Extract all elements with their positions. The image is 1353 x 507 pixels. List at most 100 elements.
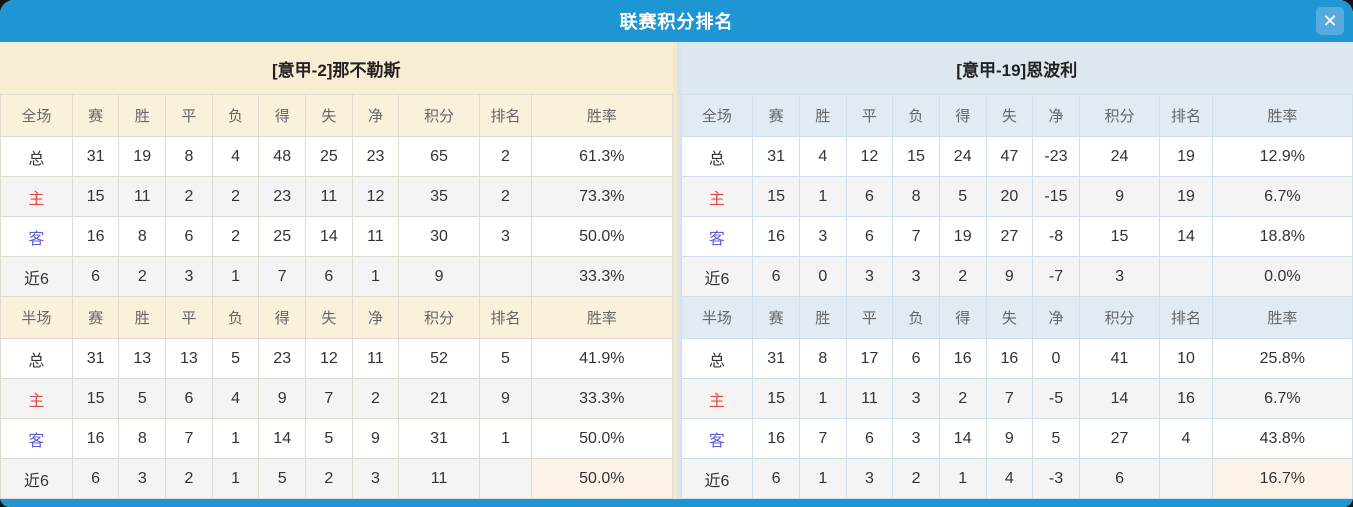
stat-cell: 6 bbox=[71, 458, 120, 499]
stat-cell: 1 bbox=[798, 176, 847, 217]
column-header: 得 bbox=[258, 296, 307, 339]
stat-cell: 2 bbox=[165, 176, 213, 217]
stat-cell: 8 bbox=[118, 216, 167, 257]
stat-cell: 3 bbox=[165, 256, 213, 297]
column-header: 平 bbox=[845, 94, 894, 137]
rate-cell: 0.0% bbox=[1211, 256, 1353, 297]
stat-cell: 2 bbox=[211, 176, 260, 217]
row-label: 近6 bbox=[680, 458, 754, 499]
stat-cell: 7 bbox=[305, 378, 353, 419]
row-label: 近6 bbox=[0, 256, 73, 297]
stat-cell: 5 bbox=[305, 418, 353, 459]
rate-cell: 16.7% bbox=[1211, 458, 1353, 499]
column-header: 胜率 bbox=[1211, 94, 1353, 137]
stat-cell: 2 bbox=[305, 458, 353, 499]
section-header-row: 全场赛胜平负得失净积分 排名 胜率 bbox=[0, 94, 673, 137]
column-header: 排名 bbox=[478, 94, 533, 137]
rank-cell: 4 bbox=[1159, 418, 1213, 459]
stat-cell: -7 bbox=[1032, 256, 1080, 297]
section-label: 半场 bbox=[680, 296, 754, 339]
stat-cell: 19 bbox=[938, 216, 987, 257]
stat-cell: 2 bbox=[351, 378, 400, 419]
stat-cell: 11 bbox=[351, 338, 400, 379]
column-header: 平 bbox=[165, 94, 213, 137]
close-icon[interactable]: ✕ bbox=[1316, 7, 1344, 35]
stat-cell: 4 bbox=[211, 378, 260, 419]
dialog-bottom-bar bbox=[0, 499, 1353, 507]
column-header: 赛 bbox=[71, 94, 120, 137]
column-header: 平 bbox=[845, 296, 894, 339]
table-row: 客 16 3 6 7 19 27 -8 15 14 18.8% bbox=[680, 216, 1353, 257]
stat-cell: 20 bbox=[985, 176, 1034, 217]
points-cell: 15 bbox=[1078, 216, 1161, 257]
stat-cell: 16 bbox=[71, 418, 120, 459]
stat-cell: 3 bbox=[892, 378, 940, 419]
table-row: 主 15 1 11 3 2 7 -5 14 16 6.7% bbox=[680, 378, 1353, 419]
stat-cell: 5 bbox=[1032, 418, 1080, 459]
dialog-body: [意甲-2]那不勒斯 全场赛胜平负得失净积分 排名 胜率总 31 19 8 4 48 25 23 6… bbox=[0, 42, 1353, 499]
column-header: 负 bbox=[892, 296, 940, 339]
stat-cell: 25 bbox=[305, 136, 353, 177]
points-cell: 52 bbox=[398, 338, 480, 379]
stat-cell: 24 bbox=[938, 136, 987, 177]
rate-cell: 61.3% bbox=[531, 136, 673, 177]
stat-cell: 3 bbox=[892, 418, 940, 459]
row-label: 客 bbox=[0, 418, 73, 459]
section-header-row: 全场赛胜平负得失净积分 排名 胜率 bbox=[680, 94, 1353, 137]
stat-cell: 11 bbox=[118, 176, 167, 217]
section-label: 全场 bbox=[0, 94, 73, 137]
stat-cell: 5 bbox=[938, 176, 987, 217]
section-label: 全场 bbox=[680, 94, 754, 137]
column-header: 净 bbox=[1032, 296, 1080, 339]
stat-cell: 9 bbox=[985, 256, 1034, 297]
points-cell: 24 bbox=[1078, 136, 1161, 177]
points-cell: 6 bbox=[1078, 458, 1161, 499]
stat-cell: 14 bbox=[305, 216, 353, 257]
stat-cell: 48 bbox=[258, 136, 307, 177]
stat-cell: -23 bbox=[1032, 136, 1080, 177]
stat-cell: 7 bbox=[985, 378, 1034, 419]
stat-cell: 15 bbox=[752, 378, 800, 419]
column-header: 得 bbox=[258, 94, 307, 137]
stat-cell: 31 bbox=[71, 136, 120, 177]
stat-cell: 2 bbox=[892, 458, 940, 499]
stat-cell: 6 bbox=[752, 256, 800, 297]
rate-cell: 12.9% bbox=[1211, 136, 1353, 177]
row-label: 总 bbox=[680, 338, 754, 379]
points-cell: 27 bbox=[1078, 418, 1161, 459]
column-header: 积分 bbox=[1078, 94, 1161, 137]
stat-cell: 3 bbox=[351, 458, 400, 499]
column-header: 胜 bbox=[118, 94, 167, 137]
rate-cell: 43.8% bbox=[1211, 418, 1353, 459]
stat-cell: 27 bbox=[985, 216, 1034, 257]
rate-cell: 33.3% bbox=[531, 378, 673, 419]
stat-cell: 5 bbox=[118, 378, 167, 419]
stat-cell: 16 bbox=[71, 216, 120, 257]
stats-table-body: 全场赛胜平负得失净积分 排名 胜率总 31 4 12 15 24 47 -23 24 19 12.9% 主… bbox=[680, 94, 1353, 499]
stat-cell: 6 bbox=[845, 418, 894, 459]
team-name: [意甲-2]那不勒斯 bbox=[0, 42, 673, 94]
column-header: 积分 bbox=[398, 296, 480, 339]
stat-cell: 14 bbox=[258, 418, 307, 459]
stat-cell: 1 bbox=[351, 256, 400, 297]
rank-cell bbox=[478, 256, 533, 297]
stat-cell: 9 bbox=[258, 378, 307, 419]
rate-cell: 33.3% bbox=[531, 256, 673, 297]
team-panel-home: [意甲-2]那不勒斯 全场赛胜平负得失净积分 排名 胜率总 31 19 8 4 48 25 23 6… bbox=[0, 42, 677, 499]
rank-cell: 1 bbox=[478, 418, 533, 459]
stat-cell: 15 bbox=[892, 136, 940, 177]
rate-cell: 6.7% bbox=[1211, 378, 1353, 419]
rate-cell: 6.7% bbox=[1211, 176, 1353, 217]
stat-cell: 8 bbox=[798, 338, 847, 379]
column-header: 赛 bbox=[752, 296, 800, 339]
points-cell: 65 bbox=[398, 136, 480, 177]
row-label: 总 bbox=[0, 338, 73, 379]
stat-cell: 4 bbox=[985, 458, 1034, 499]
dialog-title: 联赛积分排名 bbox=[619, 12, 734, 32]
stat-cell: -8 bbox=[1032, 216, 1080, 257]
row-label: 总 bbox=[0, 136, 73, 177]
rank-cell: 5 bbox=[478, 338, 533, 379]
rank-cell: 14 bbox=[1159, 216, 1213, 257]
stat-cell: 6 bbox=[892, 338, 940, 379]
